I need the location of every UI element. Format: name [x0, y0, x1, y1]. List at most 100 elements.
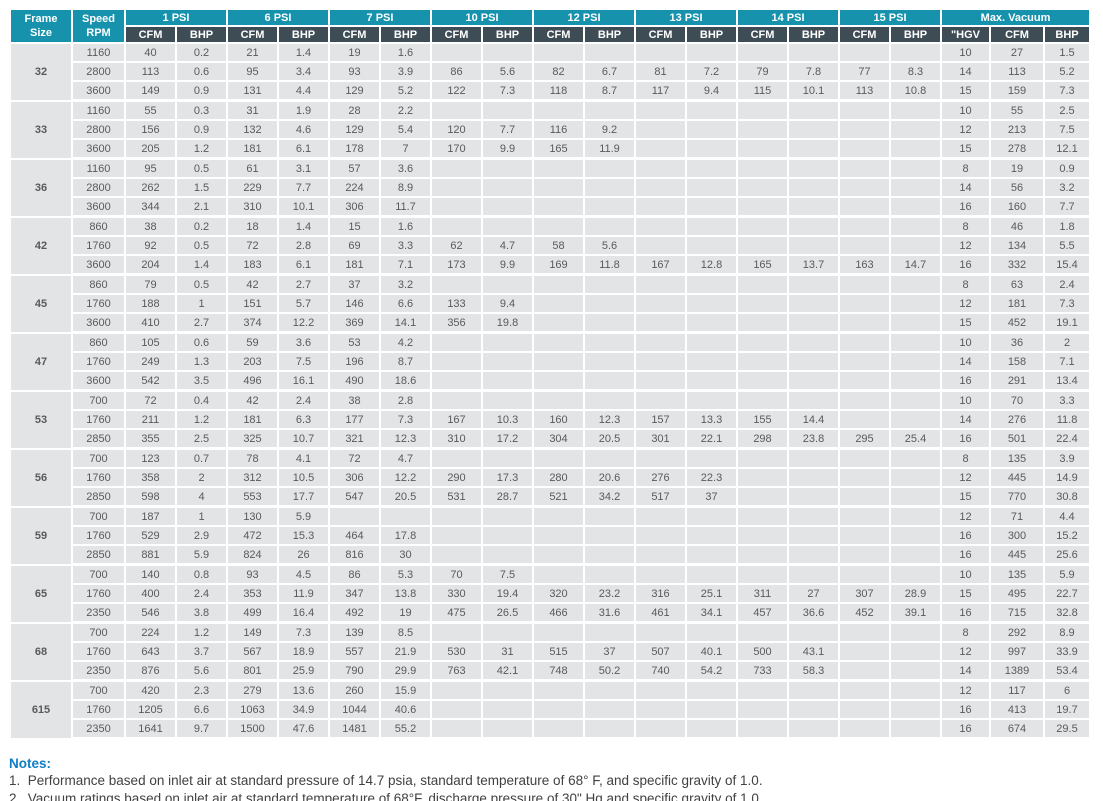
data-cell-1: 1.2 — [175, 138, 228, 160]
data-cell-9: 50.2 — [583, 660, 636, 682]
frame-size-cell: 45 — [9, 273, 73, 334]
data-cell-17: 63 — [989, 273, 1045, 295]
speed-cell: 700 — [71, 447, 126, 469]
data-cell-15 — [889, 641, 942, 662]
data-cell-0: 105 — [124, 331, 177, 353]
data-cell-5: 19 — [379, 602, 432, 624]
data-cell-2: 95 — [226, 61, 279, 82]
data-cell-10 — [634, 331, 687, 353]
frame-45-row-1: 45 860 79 0.5 42 2.7 37 3.2 8 63 2.4 — [9, 273, 1092, 334]
data-cell-11 — [685, 331, 738, 353]
data-cell-11 — [685, 235, 738, 256]
data-cell-4: 181 — [328, 254, 381, 276]
data-cell-11: 13.3 — [685, 409, 738, 430]
data-cell-12 — [736, 293, 789, 314]
data-cell-2: 1063 — [226, 699, 279, 720]
data-cell-4: 139 — [328, 621, 381, 643]
data-cell-0: 1205 — [124, 699, 177, 720]
data-cell-13: 23.8 — [787, 428, 840, 450]
data-cell-9 — [583, 273, 636, 295]
data-cell-6 — [430, 718, 483, 740]
data-cell-16: 12 — [940, 293, 991, 314]
data-cell-0: 400 — [124, 583, 177, 604]
data-cell-13 — [787, 331, 840, 353]
data-cell-14: 452 — [838, 602, 891, 624]
data-cell-5: 12.3 — [379, 428, 432, 450]
data-cell-0: 881 — [124, 544, 177, 566]
speed-cell: 2350 — [71, 660, 126, 682]
data-cell-4: 464 — [328, 525, 381, 546]
data-cell-9: 23.2 — [583, 583, 636, 604]
data-cell-7 — [481, 621, 534, 643]
data-cell-0: 38 — [124, 215, 177, 237]
speed-rpm-header-line1: Speed — [81, 12, 115, 25]
data-cell-4: 178 — [328, 138, 381, 160]
vacuum-sub-2: BHP — [1042, 25, 1092, 44]
data-cell-2: 824 — [226, 544, 279, 566]
data-cell-13 — [787, 389, 840, 411]
data-cell-17: 278 — [989, 138, 1045, 160]
data-cell-3: 2.4 — [277, 389, 330, 411]
data-cell-9 — [583, 99, 636, 121]
data-cell-0: 187 — [124, 505, 177, 527]
data-cell-6 — [430, 42, 483, 63]
data-cell-13 — [787, 99, 840, 121]
data-cell-18: 1.5 — [1042, 42, 1092, 63]
speed-cell: 3600 — [71, 312, 126, 334]
data-cell-3: 7.5 — [277, 351, 330, 372]
data-cell-9: 31.6 — [583, 602, 636, 624]
data-cell-10 — [634, 293, 687, 314]
data-cell-12 — [736, 389, 789, 411]
data-cell-7: 26.5 — [481, 602, 534, 624]
speed-cell: 2850 — [71, 428, 126, 450]
data-cell-18: 7.7 — [1042, 196, 1092, 218]
data-cell-8: 304 — [532, 428, 585, 450]
data-cell-8: 165 — [532, 138, 585, 160]
data-cell-10: 81 — [634, 61, 687, 82]
data-cell-15 — [889, 312, 942, 334]
data-cell-4: 37 — [328, 273, 381, 295]
data-cell-17: 27 — [989, 42, 1045, 63]
data-cell-13: 36.6 — [787, 602, 840, 624]
data-cell-8 — [532, 331, 585, 353]
data-cell-16: 16 — [940, 699, 991, 720]
data-cell-3: 1.4 — [277, 215, 330, 237]
frame-33-row-1: 33 1160 55 0.3 31 1.9 28 2.2 10 55 2.5 — [9, 99, 1092, 160]
data-cell-7: 7.7 — [481, 119, 534, 140]
data-cell-8: 169 — [532, 254, 585, 276]
data-cell-4: 177 — [328, 409, 381, 430]
data-cell-7: 5.6 — [481, 61, 534, 82]
data-cell-1: 2.1 — [175, 196, 228, 218]
data-cell-14: 295 — [838, 428, 891, 450]
data-cell-13 — [787, 525, 840, 546]
data-cell-1: 3.8 — [175, 602, 228, 624]
data-cell-7 — [481, 331, 534, 353]
speed-cell: 1760 — [71, 583, 126, 604]
data-cell-13: 7.8 — [787, 61, 840, 82]
data-cell-8 — [532, 389, 585, 411]
speed-cell: 3600 — [71, 138, 126, 160]
speed-rpm-header: Speed RPM — [71, 8, 126, 44]
data-cell-17: 56 — [989, 177, 1045, 198]
data-cell-12 — [736, 486, 789, 508]
data-cell-0: 113 — [124, 61, 177, 82]
data-cell-5: 3.9 — [379, 61, 432, 82]
data-cell-16: 15 — [940, 583, 991, 604]
data-cell-16: 16 — [940, 370, 991, 392]
data-cell-10: 157 — [634, 409, 687, 430]
psi-3-sub-bhp: BHP — [379, 25, 432, 44]
frame-42-row-3: 3600 204 1.4 183 6.1 181 7.1 173 9.9 169 11.8 167 12… — [10, 254, 1092, 276]
data-cell-16: 8 — [940, 447, 991, 469]
frame-42-row-1: 42 860 38 0.2 18 1.4 15 1.6 8 46 1.8 — [9, 215, 1092, 276]
data-cell-6 — [430, 215, 483, 237]
data-cell-4: 490 — [328, 370, 381, 392]
data-cell-11 — [685, 215, 738, 237]
data-cell-3: 15.3 — [277, 525, 330, 546]
frame-size-header-line1: Frame — [24, 12, 58, 25]
data-cell-2: 499 — [226, 602, 279, 624]
data-cell-0: 355 — [124, 428, 177, 450]
data-cell-7: 19.4 — [481, 583, 534, 604]
data-cell-11: 37 — [685, 486, 738, 508]
speed-cell: 1160 — [71, 99, 126, 121]
data-cell-17: 1389 — [989, 660, 1045, 682]
